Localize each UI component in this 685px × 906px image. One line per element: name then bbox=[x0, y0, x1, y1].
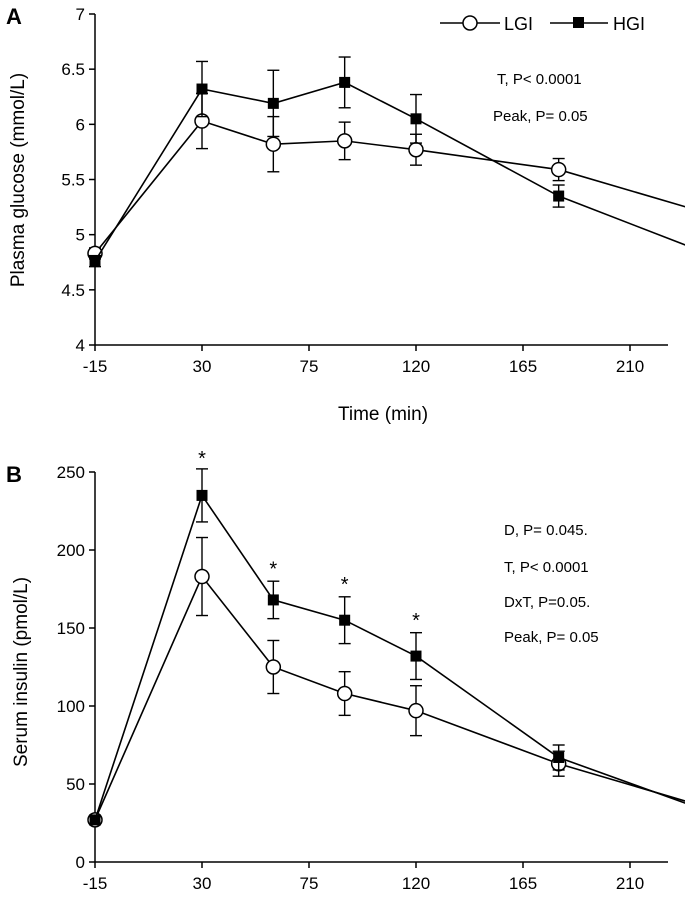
legend-hgi-marker bbox=[573, 17, 584, 28]
panel-a-hgi-point bbox=[339, 76, 351, 88]
panel-a-lgi-point bbox=[265, 136, 282, 152]
panel-b-hgi-point bbox=[196, 489, 208, 501]
panel-a-y-tick-label: 5 bbox=[76, 226, 85, 245]
panel-b-y-tick-label: 0 bbox=[76, 853, 85, 872]
panel-a-y-axis-title: Plasma glucose (mmol/L) bbox=[8, 73, 29, 287]
panel-a-x-axis-title: Time (min) bbox=[338, 404, 428, 425]
panel-a-y-tick-label: 5.5 bbox=[61, 171, 85, 190]
panel-b-x-tick-label: 30 bbox=[193, 874, 212, 893]
panel-a-x-tick-label: 75 bbox=[300, 357, 319, 376]
panel-b-y-tick-label: 50 bbox=[66, 775, 85, 794]
panel-b-y-tick-label: 200 bbox=[57, 541, 85, 560]
panel-b-x-tick-label: 75 bbox=[300, 874, 319, 893]
panel-a-hgi-point bbox=[410, 113, 422, 125]
panel-b-annotation-interaction: DxT, P=0.05. bbox=[504, 594, 590, 611]
panel-a-hgi-point bbox=[553, 190, 565, 202]
panel-a-axes: 4 4.5 5 5.5 6 6.5 7 -15 30 75 120 165 210 bbox=[61, 5, 668, 376]
panel-b-hgi-point bbox=[267, 594, 279, 606]
panel-a-lgi-point bbox=[336, 133, 353, 149]
panel-b-significance-star: * bbox=[269, 559, 277, 581]
panel-b-x-tick-label: 120 bbox=[402, 874, 430, 893]
panel-b-hgi-line bbox=[94, 493, 685, 821]
panel-a-x-tick-label: 165 bbox=[509, 357, 537, 376]
panel-b-annotation-diet: D, P= 0.045. bbox=[504, 522, 588, 539]
panel-a-annotation-time: T, P< 0.0001 bbox=[497, 71, 582, 88]
panel-a-x-tick-label: 30 bbox=[193, 357, 212, 376]
panel-a-y-tick-label: 4 bbox=[76, 336, 85, 355]
panel-a-hgi-point bbox=[196, 83, 208, 95]
legend-hgi-label: HGI bbox=[613, 14, 645, 34]
panel-b-x-tick-label: -15 bbox=[83, 874, 108, 893]
panel-b-hgi-point bbox=[339, 614, 351, 626]
legend: LGI HGI bbox=[440, 14, 645, 34]
panel-b-significance-star: * bbox=[341, 574, 349, 596]
panel-a-lgi-point bbox=[408, 141, 424, 158]
panel-a-hgi-line bbox=[94, 81, 685, 262]
panel-b-y-axis-title: Serum insulin (pmol/L) bbox=[11, 577, 32, 767]
panel-b-axes: 0 50 100 150 200 250 -15 30 75 120 165 210 bbox=[57, 463, 668, 893]
panel-a-lgi-line bbox=[94, 120, 685, 254]
panel-a-letter: A bbox=[6, 4, 22, 29]
panel-a-lgi-point bbox=[550, 161, 567, 178]
panel-b-lgi-point bbox=[265, 659, 282, 675]
legend-lgi-label: LGI bbox=[504, 14, 533, 34]
panel-b-y-tick-label: 250 bbox=[57, 463, 85, 482]
panel-b-lgi-point bbox=[336, 685, 353, 702]
panel-b-y-tick-label: 150 bbox=[57, 619, 85, 638]
panel-a-hgi-point bbox=[267, 97, 279, 109]
panel-b-letter: B bbox=[6, 462, 22, 487]
panel-b-y-tick-label: 100 bbox=[57, 697, 85, 716]
panel-b-annotation-time: T, P< 0.0001 bbox=[504, 559, 589, 576]
panel-b-lgi-line bbox=[94, 574, 685, 821]
panel-b-insulin-chart: B 0 50 100 150 200 250 -15 30 75 120 165 210 * * * * S… bbox=[6, 448, 685, 893]
panel-b-x-tick-label: 165 bbox=[509, 874, 537, 893]
panel-a-annotation-peak: Peak, P= 0.05 bbox=[493, 108, 588, 125]
panel-b-significance-star: * bbox=[412, 610, 420, 632]
panel-a-y-tick-label: 7 bbox=[76, 5, 85, 24]
panel-b-hgi-point bbox=[553, 751, 565, 763]
panel-b-hgi-point bbox=[89, 814, 101, 826]
panel-a-x-tick-label: -15 bbox=[83, 357, 108, 376]
panel-a-y-tick-label: 6.5 bbox=[61, 60, 85, 79]
panel-a-marks bbox=[87, 56, 685, 268]
panel-a-glucose-chart: A 4 4.5 5 5.5 6 6.5 7 -15 30 75 120 165 210 Plasma g… bbox=[6, 4, 685, 425]
panel-b-annotation-peak: Peak, P= 0.05 bbox=[504, 629, 599, 646]
panel-a-y-tick-label: 4.5 bbox=[61, 281, 85, 300]
panel-a-y-tick-label: 6 bbox=[76, 115, 85, 134]
panel-b-marks: * * * * bbox=[87, 448, 685, 828]
panel-a-hgi-point bbox=[89, 255, 101, 267]
panel-b-x-tick-label: 210 bbox=[616, 874, 644, 893]
panel-b-lgi-point bbox=[408, 702, 424, 719]
legend-lgi-marker bbox=[462, 15, 478, 31]
panel-b-lgi-point bbox=[194, 568, 210, 585]
panel-a-x-tick-label: 120 bbox=[402, 357, 430, 376]
panel-b-hgi-point bbox=[410, 650, 422, 662]
panel-a-x-tick-label: 210 bbox=[616, 357, 644, 376]
panel-b-significance-star: * bbox=[198, 448, 206, 470]
